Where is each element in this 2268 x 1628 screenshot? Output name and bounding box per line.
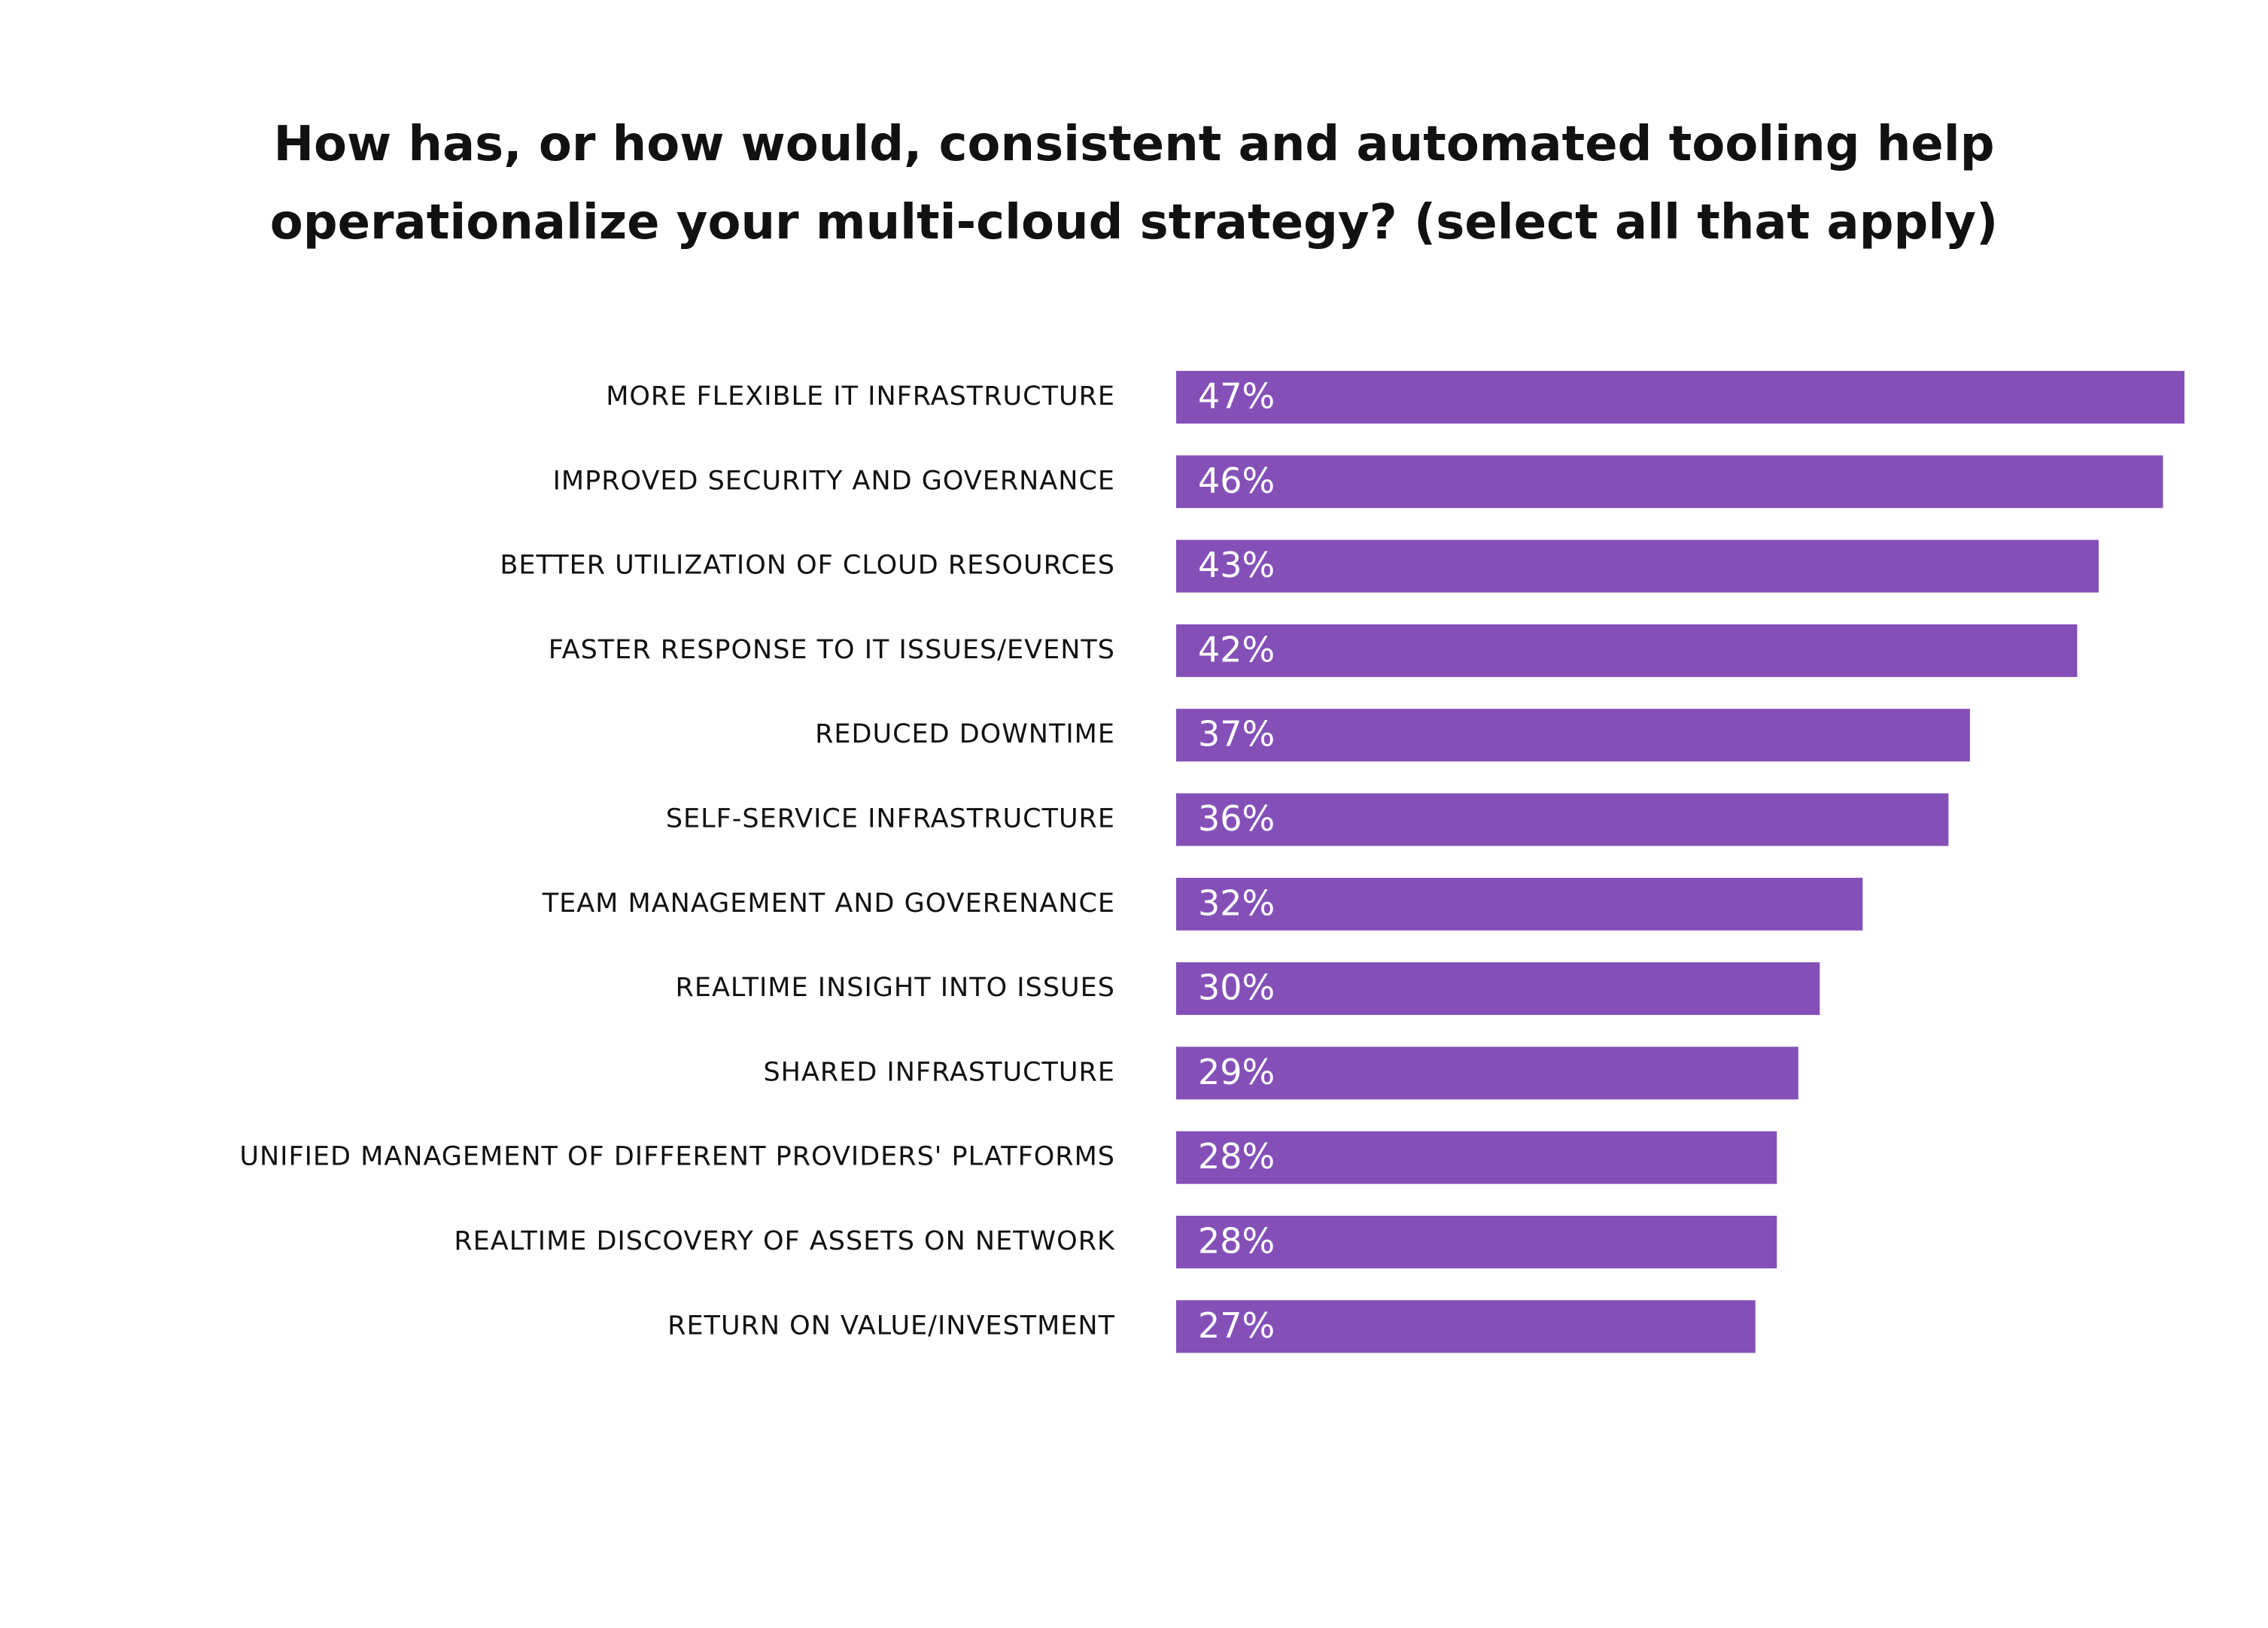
value-label: 28%: [1198, 1136, 1275, 1177]
category-label: MORE FLEXIBLE IT INFRASTRUCTURE: [606, 381, 1115, 412]
category-label: BETTER UTILIZATION OF CLOUD RESOURCES: [500, 551, 1115, 581]
value-label: 47%: [1198, 376, 1275, 417]
value-label: 43%: [1198, 545, 1275, 585]
value-label: 32%: [1198, 882, 1275, 923]
value-label: 29%: [1198, 1052, 1275, 1092]
category-label: REALTIME INSIGHT INTO ISSUES: [676, 973, 1115, 1003]
value-label: 27%: [1198, 1305, 1275, 1346]
category-label: TEAM MANAGEMENT AND GOVERENANCE: [542, 888, 1115, 919]
category-label: REALTIME DISCOVERY OF ASSETS ON NETWORK: [454, 1226, 1115, 1256]
value-label: 42%: [1198, 629, 1275, 670]
value-label: 30%: [1198, 967, 1275, 1008]
category-label: REDUCED DOWNTIME: [815, 719, 1115, 749]
category-label: SHARED INFRASTUCTURE: [763, 1057, 1115, 1087]
category-label: FASTER RESPONSE TO IT ISSUES/EVENTS: [549, 635, 1115, 665]
bar: [1176, 962, 1820, 1016]
bar: [1176, 371, 2184, 424]
value-label: 46%: [1198, 460, 1275, 501]
bar: [1176, 1300, 1756, 1353]
bar: [1176, 455, 2163, 509]
value-label: 28%: [1198, 1221, 1275, 1262]
category-label: IMPROVED SECURITY AND GOVERNANCE: [553, 466, 1115, 496]
chart-title: How has, or how would, consistent and au…: [269, 117, 1999, 251]
bar: [1176, 793, 1949, 846]
category-label: RETURN ON VALUE/INVESTMENT: [667, 1311, 1115, 1341]
bar: [1176, 624, 2078, 677]
bar: [1176, 709, 1970, 762]
bar: [1176, 1046, 1798, 1100]
bar: [1176, 1131, 1777, 1184]
value-label: 37%: [1198, 714, 1275, 755]
category-label: UNIFIED MANAGEMENT OF DIFFERENT PROVIDER…: [239, 1142, 1115, 1172]
bar: [1176, 1216, 1777, 1268]
value-label: 36%: [1198, 798, 1275, 839]
category-label: SELF-SERVICE INFRASTRUCTURE: [666, 804, 1115, 834]
bar: [1176, 539, 2099, 593]
bar: [1176, 877, 1863, 931]
